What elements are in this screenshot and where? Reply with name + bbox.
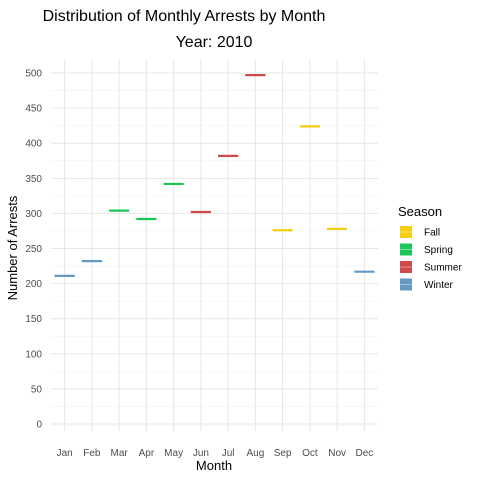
legend-label-summer: Summer [424, 263, 462, 274]
legend-label-fall: Fall [424, 228, 440, 239]
x-axis-label: Month [196, 458, 232, 473]
x-tick-label: Jan [57, 448, 73, 459]
y-tick-label: 100 [25, 349, 42, 360]
legend-label-spring: Spring [424, 245, 453, 256]
legend-title: Season [398, 204, 442, 219]
y-tick-label: 400 [25, 139, 42, 150]
legend: Season Fall Spring Summer Winter [398, 204, 462, 291]
y-tick-label: 200 [25, 279, 42, 290]
x-tick-label: May [164, 448, 183, 459]
y-tick-label: 250 [25, 244, 42, 255]
legend-items: Fall Spring Summer Winter [400, 226, 462, 291]
y-tick-label: 150 [25, 314, 42, 325]
x-tick-labels: Jan Feb Mar Apr May Jun Jul Aug Sep Oct Nov Dec [57, 448, 374, 459]
x-tick-label: Jul [222, 448, 235, 459]
x-tick-label: Oct [302, 448, 318, 459]
x-tick-label: Sep [274, 448, 292, 459]
y-tick-label: 500 [25, 69, 42, 80]
grid [51, 59, 378, 431]
x-tick-label: Feb [83, 448, 101, 459]
x-tick-label: Apr [139, 448, 155, 459]
y-tick-label: 50 [31, 384, 43, 395]
y-tick-label: 300 [25, 209, 42, 220]
chart-subtitle: Year: 2010 [176, 34, 253, 51]
y-tick-label: 350 [25, 174, 42, 185]
y-tick-label: 0 [36, 419, 42, 430]
x-tick-label: Mar [111, 448, 129, 459]
x-tick-label: Nov [328, 448, 346, 459]
chart-marks [54, 74, 375, 277]
y-axis-label: Number of Arrests [5, 195, 20, 300]
y-tick-labels: 0 50 100 150 200 250 300 350 400 450 500 [25, 69, 42, 431]
x-tick-label: Jun [193, 448, 209, 459]
legend-label-winter: Winter [424, 280, 454, 291]
x-tick-label: Dec [355, 448, 373, 459]
y-tick-label: 450 [25, 104, 42, 115]
x-tick-label: Aug [246, 448, 264, 459]
chart-title: Distribution of Monthly Arrests by Month [43, 8, 326, 25]
